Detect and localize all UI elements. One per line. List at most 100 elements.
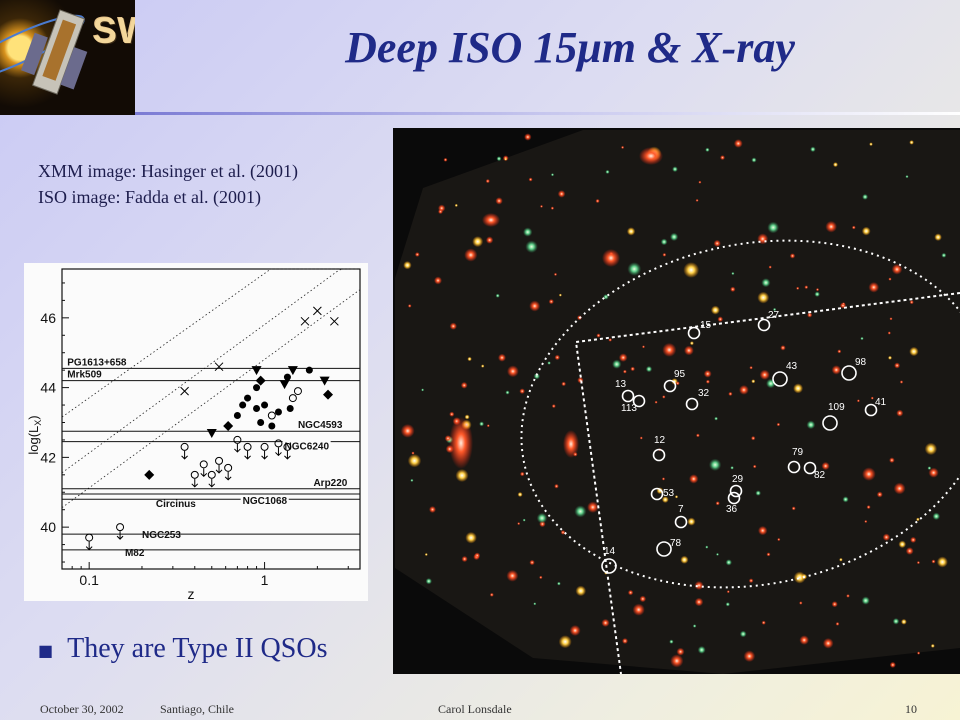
- xray-source-dot: [887, 331, 891, 335]
- xray-source-dot: [892, 618, 900, 625]
- xray-source-dot: [460, 381, 468, 389]
- xray-source-dot: [421, 388, 425, 392]
- xmm-credit: XMM image: Hasinger et al. (2001): [38, 161, 298, 181]
- xray-source-dot: [715, 501, 720, 506]
- source-id-label: 12: [654, 435, 666, 446]
- extended-source: [602, 249, 620, 267]
- xray-source-dot: [680, 555, 689, 564]
- xray-source-dot: [574, 505, 587, 518]
- xray-source-dot: [547, 361, 551, 365]
- xray-source-dot: [842, 496, 849, 503]
- upper-limit-arrow: [181, 450, 188, 460]
- y-tick-label: 40: [40, 519, 56, 535]
- xray-source-dot: [411, 451, 415, 455]
- xray-source-dot: [927, 466, 932, 470]
- xray-source-dot: [630, 366, 635, 372]
- xray-source-dot: [705, 147, 710, 152]
- upper-limit-arrow: [234, 443, 241, 453]
- xray-source-dot: [889, 661, 896, 669]
- xray-source-dot: [645, 365, 653, 373]
- xray-source-dot: [696, 433, 700, 438]
- cross-point: [300, 316, 310, 326]
- x-tick-label: 0.1: [79, 572, 99, 588]
- luminosity-redshift-plot: 40 42 44 46 0.1 1 z log(LX) PG1613+658 Mrk509 NGC4…: [24, 263, 368, 602]
- xray-source-dot: [752, 464, 757, 469]
- xray-source-dot: [931, 559, 936, 564]
- xray-source-dot: [728, 391, 733, 396]
- xray-source-dot: [725, 559, 732, 566]
- source-marker-circle: [757, 318, 771, 332]
- reference-label: Circinus: [156, 499, 196, 510]
- xray-source-dot: [479, 421, 485, 427]
- extended-source: [449, 417, 473, 469]
- title-divider: [135, 112, 960, 115]
- xray-source-dot: [632, 603, 645, 616]
- footer-page-number: 10: [905, 702, 917, 716]
- xray-source-dot: [780, 345, 786, 351]
- xray-source-dot: [627, 589, 634, 596]
- xray-source-dot: [717, 316, 724, 322]
- xray-source-dot: [793, 383, 804, 394]
- xray-source-dot: [799, 601, 803, 605]
- source-marker-circle: [841, 365, 857, 381]
- xray-source-dot: [449, 411, 455, 417]
- reference-label: M82: [125, 548, 145, 559]
- filled-triangle-point: [319, 376, 330, 386]
- xray-source-dot: [569, 625, 581, 636]
- reference-label: NGC253: [142, 530, 181, 541]
- xray-source-dot: [400, 424, 415, 438]
- xray-source-dot: [689, 474, 699, 484]
- xray-source-dot: [595, 198, 600, 204]
- xray-source-dot: [901, 618, 907, 625]
- source-id-label: 7: [678, 504, 684, 515]
- xray-source-dot: [520, 471, 525, 477]
- xray-source-dot: [864, 520, 868, 523]
- xray-source-dot: [554, 483, 559, 489]
- xray-source-dot: [661, 477, 666, 481]
- source-id-label: 29: [732, 474, 744, 485]
- open-circle-point: [233, 435, 242, 444]
- open-circle-point: [288, 394, 297, 403]
- xray-source-dot: [524, 133, 532, 141]
- xray-source-dot: [669, 232, 679, 242]
- xray-source-dot: [612, 359, 622, 369]
- xray-source-dot: [692, 624, 697, 628]
- xray-source-dot: [403, 261, 412, 270]
- xray-source-dot: [896, 409, 904, 417]
- y-tick-label: 42: [40, 449, 56, 465]
- reference-label-bg: [240, 495, 289, 507]
- xray-source-dot: [517, 522, 521, 526]
- xray-source-dot: [767, 221, 780, 234]
- xray-source-dot: [694, 581, 704, 590]
- filled-circle-point: [244, 394, 252, 402]
- filled-circle-point: [261, 401, 269, 409]
- plot-svg: 40 42 44 46 0.1 1 z log(LX) PG1613+658 Mrk509 NGC4…: [26, 268, 361, 602]
- upper-limit-arrow: [215, 464, 223, 474]
- xray-source-dot: [708, 458, 722, 471]
- xray-source-dot: [443, 157, 448, 162]
- xray-source-dot: [739, 385, 749, 395]
- source-id-label: 109: [828, 402, 845, 413]
- upper-limit-arrow: [284, 450, 291, 460]
- source-markers: 15 27 13 95 113 32 43 98 41 109 12 79 82 29 53 36 7 78 14: [601, 310, 887, 574]
- xray-source-dot: [882, 533, 891, 541]
- xray-source-dot: [495, 197, 503, 205]
- filled-triangle-point: [251, 366, 262, 376]
- xray-source-dot: [464, 414, 470, 420]
- xray-source-dot: [694, 597, 704, 607]
- xray-source-dot: [796, 286, 800, 290]
- xray-source-dot: [695, 198, 699, 202]
- xray-source-dot: [674, 495, 679, 499]
- xray-source-dot: [662, 342, 677, 357]
- extended-source: [639, 147, 663, 165]
- xray-source-dot: [522, 518, 526, 522]
- source-id-label: 53: [663, 488, 675, 499]
- xray-source-dot: [517, 492, 523, 497]
- xray-source-dot: [846, 594, 850, 598]
- open-circle-point: [215, 456, 224, 465]
- xray-source-dot: [713, 239, 721, 247]
- y-tick-label: 44: [40, 380, 56, 396]
- xray-source-dot: [670, 654, 684, 668]
- xray-source-dot: [505, 390, 510, 395]
- xray-source-dot: [577, 377, 584, 384]
